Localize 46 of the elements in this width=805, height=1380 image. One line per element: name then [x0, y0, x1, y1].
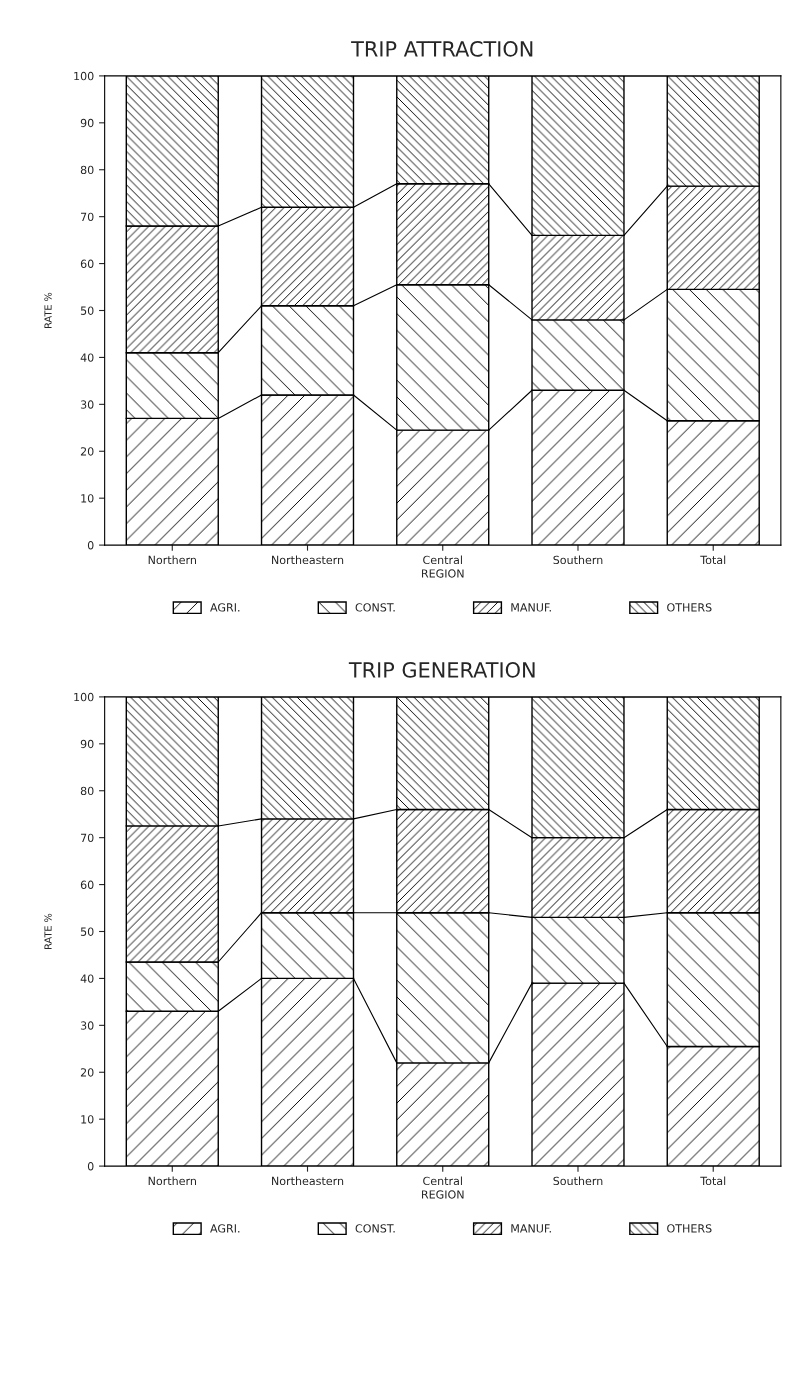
y-tick-label: 10: [81, 1115, 94, 1124]
legend-label: OTHERS: [667, 1224, 712, 1233]
y-axis-title: RATE %: [44, 913, 52, 949]
y-tick-label: 50: [80, 927, 94, 936]
x-tick-label: Total: [700, 555, 726, 565]
y-tick-label: 70: [81, 212, 94, 222]
x-axis-title: REGION: [422, 569, 464, 578]
x-axis-title: REGION: [422, 1190, 464, 1199]
legend-label: MANUF.: [511, 603, 551, 612]
y-tick-label: 10: [81, 494, 94, 503]
legend-label: AGRI.: [210, 603, 240, 612]
y-tick-label: 60: [80, 259, 94, 268]
x-tick-label: Southern: [553, 555, 603, 565]
y-tick-label: 100: [74, 692, 94, 702]
legend-label: CONST.: [355, 1224, 395, 1233]
legend-label: OTHERS: [667, 603, 712, 612]
legend-label: AGRI.: [210, 1224, 240, 1233]
y-tick-label: 80: [80, 786, 94, 796]
x-tick-label: Northeastern: [272, 1176, 344, 1186]
y-tick-label: 80: [80, 165, 94, 175]
chart-title: TRIP GENERATION: [348, 661, 535, 678]
x-tick-label: Northern: [148, 555, 196, 565]
x-tick-label: Southern: [553, 1176, 603, 1186]
y-tick-label: 20: [80, 1068, 94, 1077]
x-tick-label: Central: [423, 1176, 462, 1186]
y-tick-label: 30: [80, 400, 94, 409]
y-tick-label: 30: [80, 1021, 94, 1030]
y-tick-label: 0: [87, 541, 94, 550]
x-tick-label: Central: [423, 555, 462, 565]
chart-title: TRIP ATTRACTION: [351, 40, 533, 57]
y-axis-title: RATE %: [44, 292, 52, 328]
y-tick-label: 90: [80, 118, 94, 128]
y-tick-label: 50: [80, 306, 94, 315]
y-tick-label: 90: [80, 739, 94, 749]
y-tick-label: 70: [81, 833, 94, 843]
legend-label: MANUF.: [511, 1224, 551, 1233]
y-tick-label: 20: [80, 447, 94, 456]
legend-label: CONST.: [355, 603, 395, 612]
y-tick-label: 0: [87, 1162, 94, 1171]
y-tick-label: 60: [80, 880, 94, 889]
x-tick-label: Total: [700, 1176, 726, 1186]
y-tick-label: 100: [74, 71, 94, 81]
x-tick-label: Northern: [148, 1176, 196, 1186]
y-tick-label: 40: [80, 974, 94, 983]
y-tick-label: 40: [80, 353, 94, 362]
x-tick-label: Northeastern: [272, 555, 344, 565]
